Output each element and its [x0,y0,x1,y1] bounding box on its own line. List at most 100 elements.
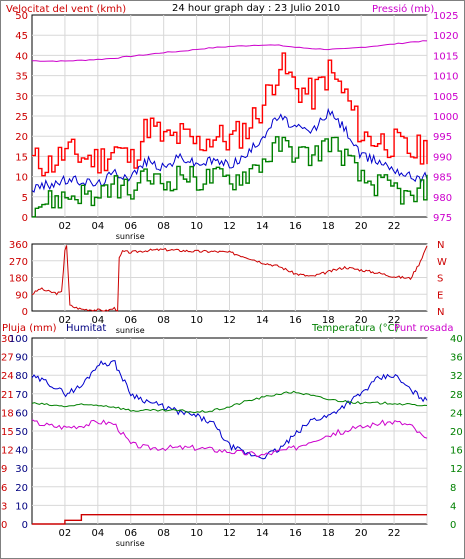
wind-average-line [31,107,428,193]
pressure-y-tick-label: 1010 [433,72,458,83]
x-tick-label: 10 [190,315,203,326]
humidity-line [31,360,428,460]
temperature-y-tick-label: 32 [450,371,463,382]
temperature-y-tick-label: 0 [450,520,456,531]
humidity-y-tick-label: 30 [15,464,28,475]
pressure-y-tick-label: 995 [433,132,452,143]
temperature-y-tick-label: 4 [450,501,456,512]
direction-y-tick-label: 90 [15,290,28,301]
rain-y-tick-label: 0 [1,520,7,531]
wind-y-tick-label: 0 [22,213,28,224]
temperature-axis-title: Temperatura (°C) [311,323,399,334]
pressure-axis-title: Pressió (mb) [372,3,434,15]
pressure-y-tick-label: 1025 [433,11,458,22]
pressure-y-tick-label: 1020 [433,31,458,42]
x-tick-label: 16 [289,528,302,539]
humidity-y-tick-label: 0 [22,520,28,531]
x-tick-label: 18 [322,528,335,539]
compass-tick-label: N [437,240,444,251]
temperature-y-tick-label: 36 [450,353,463,364]
wind-direction-line [31,245,428,312]
x-tick-label: 10 [190,221,203,232]
x-tick-label: 18 [322,221,335,232]
direction-y-tick-label: 360 [9,240,28,251]
x-tick-label: 12 [223,315,236,326]
x-tick-label: 14 [256,528,269,539]
x-tick-label: 22 [388,221,401,232]
wind-gust-line [32,52,428,177]
x-tick-label: 08 [157,528,170,539]
wind-y-tick-label: 10 [15,173,28,184]
pressure-y-tick-label: 980 [433,193,452,204]
pressure-y-tick-label: 1005 [433,92,458,103]
humidity-y-tick-label: 40 [15,446,28,457]
rain-y-tick-label: 21 [1,390,14,401]
humidity-y-tick-label: 20 [15,483,28,494]
compass-tick-label: E [437,290,443,301]
x-tick-label: 04 [91,315,104,326]
wind-y-tick-label: 50 [15,11,28,22]
direction-y-tick-label: 180 [9,274,28,285]
x-tick-label: 10 [190,528,203,539]
wind-y-tick-label: 5 [22,193,28,204]
x-tick-label: 06 [124,221,137,232]
wind-y-tick-label: 45 [15,31,28,42]
humidity-y-tick-label: 50 [15,427,28,438]
humidity-y-tick-label: 80 [15,371,28,382]
x-tick-label: 12 [223,528,236,539]
compass-tick-label: S [437,274,443,285]
pressure-y-tick-label: 1015 [433,51,458,62]
x-tick-label: 14 [256,221,269,232]
x-tick-label: 04 [91,528,104,539]
temperature-y-tick-label: 16 [450,446,463,457]
x-tick-label: 06 [124,528,137,539]
dewpoint-line [31,419,428,458]
wind-axis-title: Velocitat del vent (kmh) [6,4,126,15]
rain-y-tick-label: 27 [1,353,14,364]
dewpoint-axis-title: Punt rosada [394,323,453,334]
humidity-y-tick-label: 70 [15,390,28,401]
x-tick-label: 18 [322,315,335,326]
x-tick-label: 16 [289,315,302,326]
rain-y-tick-label: 15 [1,427,14,438]
rain-humidity-temperature-panel: 0369121518212427300102030405060708090100… [1,334,463,548]
wind-y-tick-label: 25 [15,112,28,123]
x-tick-label: 06 [124,315,137,326]
humidity-y-tick-label: 90 [15,353,28,364]
rain-y-tick-label: 9 [1,464,7,475]
pressure-y-tick-label: 985 [433,173,452,184]
temperature-line [31,390,428,414]
pressure-y-tick-label: 1000 [433,112,458,123]
wind-y-tick-label: 40 [15,51,28,62]
humidity-y-tick-label: 60 [15,408,28,419]
rain-y-tick-label: 6 [1,483,7,494]
rain-line [32,514,427,525]
rain-y-tick-label: 24 [1,371,14,382]
humidity-axis-title: Humitat [66,323,106,334]
x-tick-label: 12 [223,221,236,232]
x-tick-label: 08 [157,221,170,232]
x-tick-label: 02 [59,315,72,326]
temperature-y-tick-label: 12 [450,464,463,475]
rain-y-tick-label: 12 [1,446,14,457]
temperature-y-tick-label: 20 [450,427,463,438]
temperature-y-tick-label: 28 [450,390,463,401]
pressure-line [32,40,428,63]
sunrise-label: sunrise [116,539,145,548]
x-tick-label: 20 [355,528,368,539]
rain-y-tick-label: 30 [1,334,14,345]
rain-axis-title: Pluja (mm) [2,323,57,334]
sunrise-label: sunrise [116,232,145,241]
x-tick-label: 16 [289,221,302,232]
compass-tick-label: N [437,307,444,318]
x-tick-label: 22 [388,315,401,326]
humidity-y-tick-label: 100 [9,334,28,345]
chart-title: 24 hour graph day : 23 Julio 2010 [172,3,340,14]
wind-y-tick-label: 35 [15,72,28,83]
x-tick-label: 02 [59,221,72,232]
x-tick-label: 20 [355,315,368,326]
pressure-y-tick-label: 975 [433,213,452,224]
x-tick-label: 08 [157,315,170,326]
x-tick-label: 22 [388,528,401,539]
